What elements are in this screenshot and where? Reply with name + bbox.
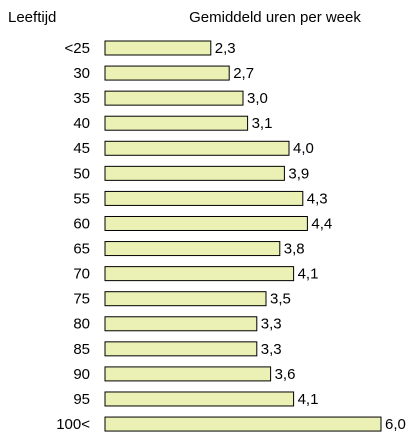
category-label: 95 bbox=[73, 391, 90, 408]
value-label: 3,6 bbox=[275, 366, 296, 383]
category-label: 100< bbox=[56, 416, 90, 433]
category-label: 85 bbox=[73, 341, 90, 358]
value-label: 3,3 bbox=[261, 341, 282, 358]
value-label: 2,7 bbox=[233, 65, 254, 82]
value-label: 4,1 bbox=[298, 266, 319, 283]
category-label: 35 bbox=[73, 90, 90, 107]
category-label: 55 bbox=[73, 190, 90, 207]
bar bbox=[104, 416, 382, 432]
y-axis-label: Leeftijd bbox=[8, 9, 56, 26]
bar bbox=[104, 140, 290, 156]
bar bbox=[104, 215, 308, 231]
category-label: <25 bbox=[65, 40, 90, 57]
bar bbox=[104, 241, 281, 257]
category-label: 60 bbox=[73, 215, 90, 232]
bar bbox=[104, 266, 295, 282]
value-label: 4,0 bbox=[293, 140, 314, 157]
category-label: 30 bbox=[73, 65, 90, 82]
bar bbox=[104, 115, 249, 131]
value-label: 3,5 bbox=[270, 291, 291, 308]
bar bbox=[104, 391, 295, 407]
value-label: 2,3 bbox=[215, 40, 236, 57]
value-label: 4,4 bbox=[311, 215, 332, 232]
value-label: 6,0 bbox=[385, 416, 406, 433]
category-label: 40 bbox=[73, 115, 90, 132]
value-label: 3,9 bbox=[288, 165, 309, 182]
category-label: 80 bbox=[73, 316, 90, 333]
bar bbox=[104, 366, 272, 382]
category-label: 70 bbox=[73, 266, 90, 283]
bar bbox=[104, 65, 230, 81]
bar bbox=[104, 40, 212, 56]
category-label: 90 bbox=[73, 366, 90, 383]
value-label: 3,3 bbox=[261, 316, 282, 333]
value-label: 4,3 bbox=[307, 190, 328, 207]
bar bbox=[104, 316, 258, 332]
bar bbox=[104, 190, 304, 206]
bar bbox=[104, 165, 285, 181]
value-label: 3,8 bbox=[284, 241, 305, 258]
value-label: 3,0 bbox=[247, 90, 268, 107]
category-label: 65 bbox=[73, 241, 90, 258]
bar bbox=[104, 341, 258, 357]
category-label: 50 bbox=[73, 165, 90, 182]
bar bbox=[104, 291, 267, 307]
chart-title: Gemiddeld uren per week bbox=[189, 9, 361, 26]
bar bbox=[104, 90, 244, 106]
category-label: 75 bbox=[73, 291, 90, 308]
value-label: 3,1 bbox=[252, 115, 273, 132]
category-label: 45 bbox=[73, 140, 90, 157]
value-label: 4,1 bbox=[298, 391, 319, 408]
